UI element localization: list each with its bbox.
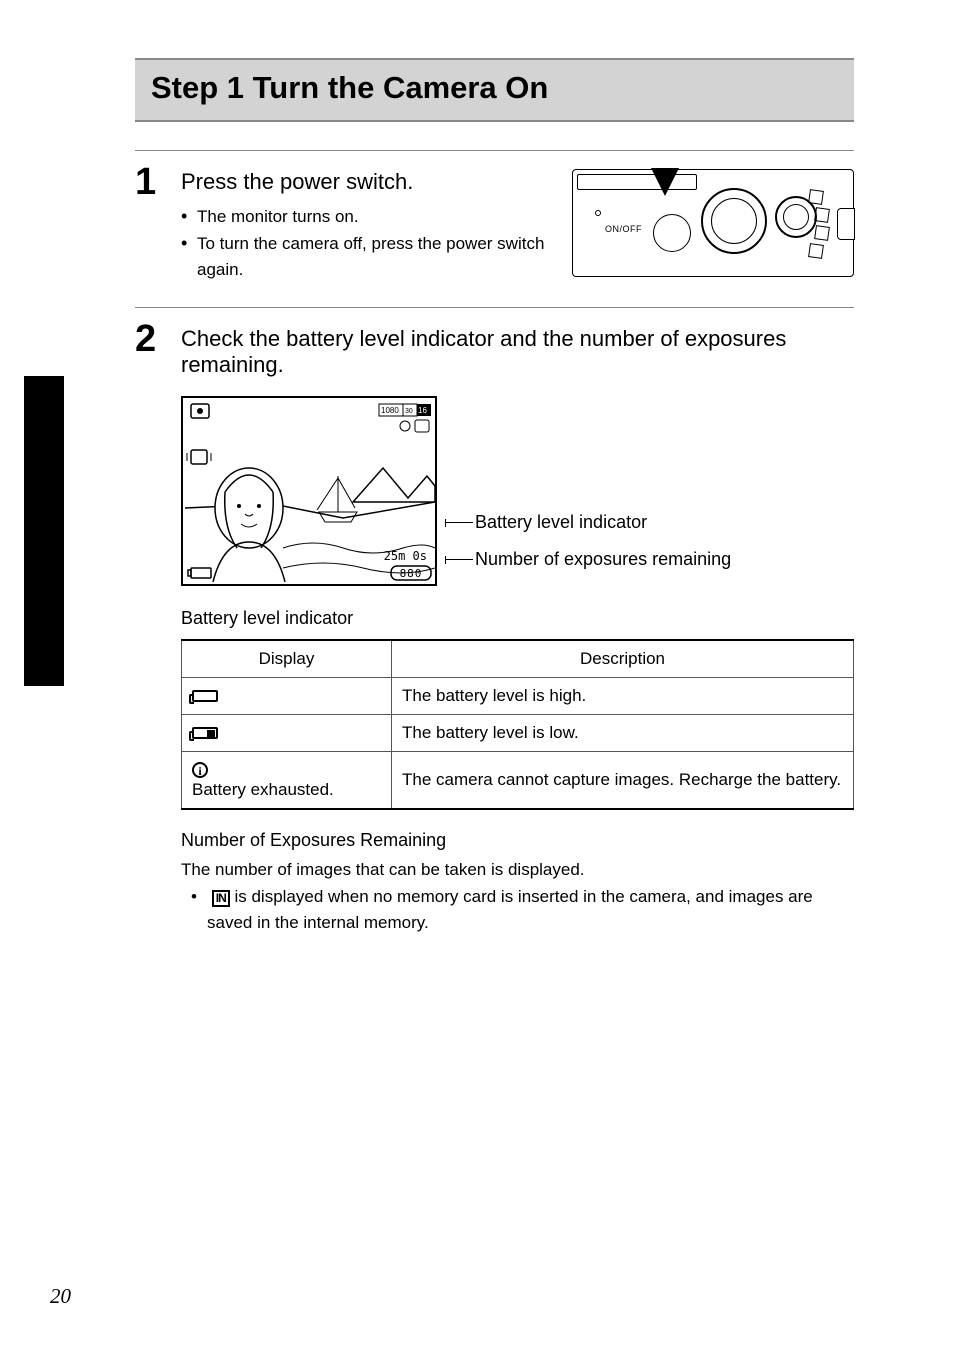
battery-exhausted-icon: i	[192, 762, 208, 778]
svg-text:880: 880	[400, 567, 423, 580]
exposures-body: The number of images that can be taken i…	[181, 857, 854, 883]
step-1-bullet: The monitor turns on.	[197, 203, 552, 230]
battery-high-icon	[192, 690, 218, 702]
table-row: The battery level is low.	[182, 714, 854, 751]
step-2-number: 2	[135, 320, 181, 936]
table-cell-desc: The battery level is low.	[392, 714, 854, 751]
step-2-heading: Check the battery level indicator and th…	[181, 326, 854, 378]
page-content: Step 1 Turn the Camera On 1 Press the po…	[0, 0, 954, 999]
step-2: 2 Check the battery level indicator and …	[135, 307, 854, 936]
callout-exposures-remaining: Number of exposures remaining	[445, 547, 731, 572]
camera-top-illustration: ON/OFF	[572, 169, 854, 277]
step-1: 1 Press the power switch. The monitor tu…	[135, 150, 854, 283]
rec-time-text: 25m 0s	[384, 549, 427, 563]
table-cell-desc: The battery level is high.	[392, 677, 854, 714]
callout-battery-label: Battery level indicator	[475, 510, 647, 535]
exposures-heading: Number of Exposures Remaining	[181, 830, 854, 851]
exposures-bullet-text: is displayed when no memory card is inse…	[207, 887, 813, 932]
battery-low-icon	[192, 727, 218, 739]
callout-battery-level: Battery level indicator	[445, 510, 731, 535]
battery-level-table: Display Description The battery level is…	[181, 639, 854, 810]
step-1-number: 1	[135, 163, 181, 283]
svg-text:30: 30	[405, 408, 413, 415]
page-title-bar: Step 1 Turn the Camera On	[135, 58, 854, 122]
battery-exhausted-label: Battery exhausted.	[192, 780, 334, 799]
camera-monitor-illustration: 1080 30 16	[181, 396, 437, 586]
onoff-label: ON/OFF	[605, 224, 642, 234]
power-switch-arrow-icon	[651, 168, 679, 196]
mode-dial-icon	[801, 190, 831, 266]
table-row: i Battery exhausted. The camera cannot c…	[182, 751, 854, 809]
table-header-description: Description	[392, 640, 854, 678]
exposures-bullet: IN is displayed when no memory card is i…	[207, 884, 854, 935]
page-title: Step 1 Turn the Camera On	[151, 70, 838, 106]
internal-memory-icon: IN	[212, 890, 230, 907]
power-switch-icon	[653, 214, 691, 252]
page-number: 20	[50, 1284, 71, 1309]
callout-exposures-label: Number of exposures remaining	[475, 547, 731, 572]
battery-table-title: Battery level indicator	[181, 608, 854, 629]
table-row: The battery level is high.	[182, 677, 854, 714]
svg-text:16: 16	[418, 406, 427, 415]
table-header-display: Display	[182, 640, 392, 678]
table-cell-desc: The camera cannot capture images. Rechar…	[392, 751, 854, 809]
svg-text:1080: 1080	[381, 406, 399, 415]
step-1-heading: Press the power switch.	[181, 169, 552, 195]
step-1-bullet: To turn the camera off, press the power …	[197, 230, 552, 283]
